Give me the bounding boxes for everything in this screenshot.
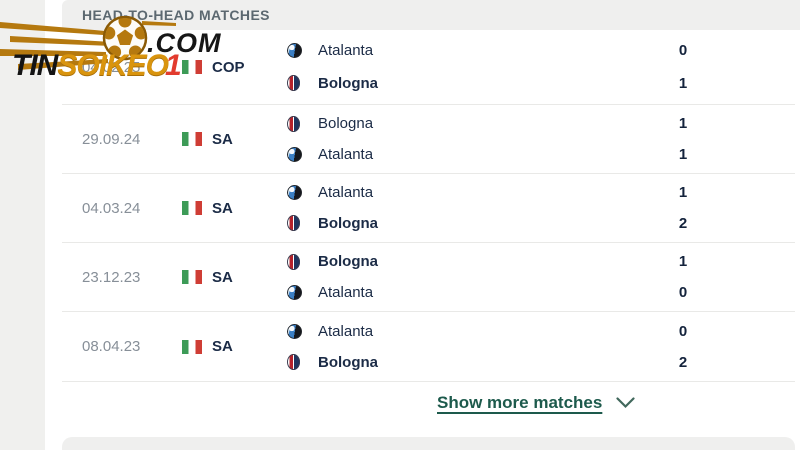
match-row[interactable]: 04.02.25 COP Atalanta 0 Bologna 1 <box>62 30 795 105</box>
competition: COP <box>182 30 245 104</box>
team-score: 1 <box>678 74 688 92</box>
team-line: Bologna 2 <box>62 211 795 235</box>
team-line: Atalanta 1 <box>62 142 795 166</box>
italy-flag-icon <box>182 132 202 146</box>
show-more-matches-button[interactable]: Show more matches <box>437 393 635 413</box>
next-section-header-edge <box>62 437 795 450</box>
competition: SA <box>182 312 233 381</box>
team-name: Bologna <box>318 253 378 271</box>
team-name: Atalanta <box>318 184 374 202</box>
italy-flag-icon <box>182 60 202 74</box>
bologna-crest-icon <box>287 354 300 370</box>
team-line: Atalanta 0 <box>62 280 795 304</box>
competition: SA <box>182 243 233 311</box>
matches-list: 04.02.25 COP Atalanta 0 Bologna 1 29.09. <box>62 30 795 382</box>
italy-flag-icon <box>182 201 202 215</box>
atalanta-crest-icon <box>287 146 302 162</box>
atalanta-crest-icon <box>287 323 302 339</box>
team-name: Atalanta <box>318 322 374 340</box>
atalanta-crest-icon <box>287 43 302 59</box>
team-name: Bologna <box>318 115 374 133</box>
chevron-down-icon <box>616 397 635 409</box>
bologna-crest-icon <box>287 115 300 132</box>
match-row[interactable]: 08.04.23 SA Atalanta 0 Bologna 2 <box>62 312 795 382</box>
italy-flag-icon <box>182 339 202 354</box>
team-score: 1 <box>678 115 688 133</box>
team-score: 2 <box>678 214 688 232</box>
competition-label: SA <box>212 268 233 286</box>
team-line: Atalanta 0 <box>62 39 795 63</box>
bologna-crest-icon <box>287 75 300 92</box>
team-score: 1 <box>678 184 688 202</box>
match-date: 04.03.24 <box>82 199 141 217</box>
match-row[interactable]: 04.03.24 SA Atalanta 1 Bologna 2 <box>62 174 795 243</box>
section-header: HEAD-TO-HEAD MATCHES <box>62 0 800 30</box>
show-more-label: Show more matches <box>437 393 603 412</box>
teams-block: Bologna 1 Atalanta 1 <box>62 105 795 173</box>
match-row[interactable]: 23.12.23 SA Bologna 1 Atalanta 0 <box>62 243 795 312</box>
match-date: 29.09.24 <box>82 130 141 148</box>
team-score: 1 <box>678 145 688 163</box>
bologna-crest-icon <box>287 253 300 270</box>
competition-label: SA <box>212 338 233 355</box>
team-line: Bologna 1 <box>62 71 795 95</box>
team-line: Atalanta 0 <box>62 319 795 343</box>
team-name: Atalanta <box>318 283 374 301</box>
teams-block: Bologna 1 Atalanta 0 <box>62 243 795 311</box>
competition-label: SA <box>212 130 233 148</box>
page-left-margin <box>0 0 45 450</box>
team-line: Atalanta 1 <box>62 181 795 205</box>
team-name: Bologna <box>318 353 378 371</box>
bologna-crest-icon <box>287 215 300 232</box>
team-line: Bologna 2 <box>62 350 795 374</box>
team-score: 0 <box>678 322 688 340</box>
competition: SA <box>182 105 233 173</box>
teams-block: Atalanta 0 Bologna 1 <box>62 30 795 104</box>
team-name: Atalanta <box>318 145 374 163</box>
match-date: 23.12.23 <box>82 268 141 286</box>
competition-label: COP <box>212 58 245 76</box>
team-name: Bologna <box>318 74 378 92</box>
match-date: 08.04.23 <box>82 338 141 355</box>
teams-block: Atalanta 0 Bologna 2 <box>62 312 795 381</box>
atalanta-crest-icon <box>287 284 302 300</box>
atalanta-crest-icon <box>287 185 302 201</box>
competition-label: SA <box>212 199 233 217</box>
team-score: 0 <box>678 283 688 301</box>
team-score: 2 <box>678 353 688 371</box>
italy-flag-icon <box>182 270 202 284</box>
team-name: Bologna <box>318 214 378 232</box>
team-score: 1 <box>678 253 688 271</box>
team-line: Bologna 1 <box>62 112 795 136</box>
competition: SA <box>182 174 233 242</box>
team-line: Bologna 1 <box>62 250 795 274</box>
teams-block: Atalanta 1 Bologna 2 <box>62 174 795 242</box>
team-name: Atalanta <box>318 42 374 60</box>
match-row[interactable]: 29.09.24 SA Bologna 1 Atalanta 1 <box>62 105 795 174</box>
team-score: 0 <box>678 42 688 60</box>
section-title: HEAD-TO-HEAD MATCHES <box>82 7 270 23</box>
